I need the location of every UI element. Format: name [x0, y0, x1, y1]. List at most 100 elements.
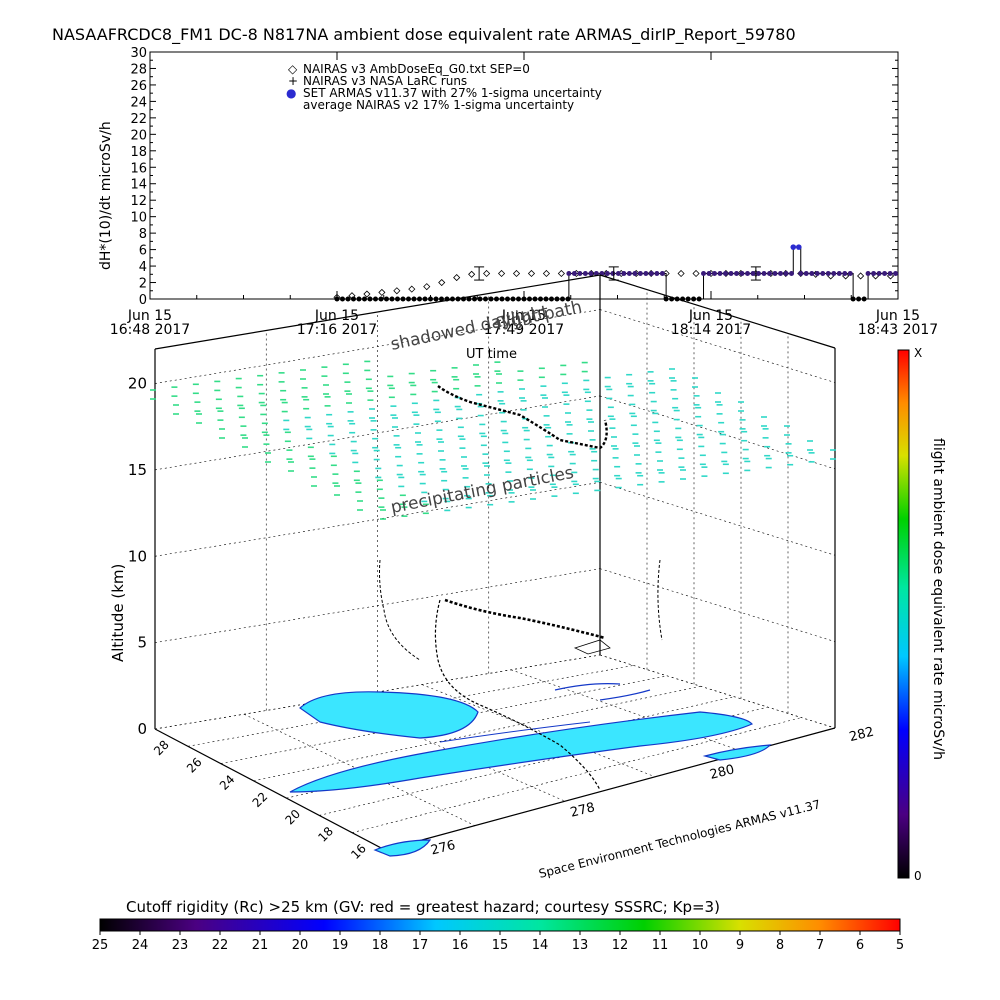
armas-point: [604, 270, 610, 276]
armas-point: [865, 270, 871, 276]
floor-grid-line: [599, 654, 836, 729]
z-axis-label: Altitude (km): [109, 564, 127, 662]
wall-altitude-line: [599, 568, 836, 642]
armas-point: [861, 296, 867, 302]
rigidity-tick-label: 15: [492, 938, 509, 953]
armas-point: [483, 296, 488, 302]
armas-point: [691, 296, 697, 302]
nairas-point: [857, 272, 865, 280]
legend: ◇ NAIRAS v3 AmbDoseEq_G0.txt SEP=0 + NAI…: [286, 62, 602, 112]
y-tick-label: 26: [130, 79, 147, 94]
x-tick-label: Jun 15: [314, 308, 359, 324]
y-tick-label: 16: [130, 161, 147, 176]
rigidity-tick-label: 5: [896, 938, 904, 953]
floor-grid-line: [253, 685, 701, 782]
nairas-point: [453, 274, 461, 282]
armas-point: [389, 296, 395, 302]
y-tick-label: 20: [130, 128, 147, 143]
armas-point: [790, 244, 797, 250]
flight-path-segment: [379, 559, 421, 661]
armas-point: [882, 270, 888, 276]
armas-point: [433, 296, 439, 302]
wall-altitude-line: [154, 568, 601, 643]
y-tick-label: 18: [130, 145, 147, 160]
armas-point: [494, 296, 499, 302]
lat-tick-label: 24: [217, 772, 238, 793]
rigidity-tick-label: 18: [372, 938, 389, 953]
armas-point: [701, 270, 707, 276]
rigidity-tick-label: 23: [172, 938, 189, 953]
armas-point: [798, 270, 804, 276]
x-tick-label: 17:49 2017: [484, 322, 564, 338]
wall-altitude-line: [599, 395, 836, 470]
armas-point: [549, 296, 554, 302]
armas-point: [488, 296, 494, 302]
floor-grid-line: [510, 669, 746, 753]
lon-tick-label: 278: [569, 800, 597, 821]
armas-point: [637, 270, 643, 276]
z-tick-label: 5: [137, 634, 147, 652]
floor-grid-line: [421, 684, 656, 778]
nairas-point: [378, 288, 386, 296]
armas-point: [847, 270, 853, 276]
armas-point: [842, 270, 848, 276]
lat-tick-label: 22: [250, 789, 271, 810]
armas-point: [406, 296, 411, 302]
wall-altitude-line: [154, 481, 601, 557]
rigidity-gradient: [99, 918, 901, 932]
rigidity-tick-label: 14: [532, 938, 549, 953]
armas-point: [472, 296, 477, 302]
armas-point: [876, 270, 882, 276]
armas-point: [527, 296, 532, 302]
lat-tick-label: 16: [348, 841, 369, 862]
armas-point: [560, 296, 565, 302]
z-tick-label: 15: [128, 461, 147, 479]
armas-point: [648, 270, 654, 276]
rigidity-colorbar: Cutoff rigidity (Rc) >25 km (GV: red = g…: [92, 898, 904, 953]
armas-point: [334, 296, 340, 302]
nairas-point: [468, 270, 476, 278]
armas-point: [362, 296, 367, 302]
armas-point: [351, 296, 356, 302]
y-tick-label: 0: [139, 293, 147, 308]
armas-point: [856, 296, 862, 302]
contour-line: [554, 683, 651, 701]
armas-point: [778, 270, 784, 276]
dose-colorbar: X 0 flight ambient dose equivalent rate …: [897, 346, 946, 883]
armas-point: [417, 296, 422, 302]
wall-altitude-line: [599, 481, 836, 556]
armas-point: [345, 296, 351, 302]
z-tick-label: 10: [128, 547, 147, 565]
wall-altitude-line: [599, 309, 836, 383]
y-tick-label: 14: [130, 178, 147, 193]
x-tick-label: 17:16 2017: [297, 322, 377, 338]
lat-tick-label: 28: [151, 738, 172, 759]
rigidity-tick-label: 21: [252, 938, 269, 953]
rigidity-tick-label: 11: [652, 938, 669, 953]
rigidity-tick-label: 17: [412, 938, 429, 953]
nairas-point: [438, 278, 446, 287]
armas-point: [893, 270, 899, 276]
y-tick-label: 4: [139, 260, 147, 275]
y-tick-label: 22: [130, 112, 147, 127]
nairas-point: [512, 269, 521, 278]
nairas-point: [677, 269, 685, 278]
nairas-point: [363, 290, 371, 298]
rigidity-tick-label: 12: [612, 938, 629, 953]
armas-point: [820, 270, 826, 276]
armas-point: [356, 296, 362, 302]
armas-point: [745, 270, 751, 276]
armas-point: [593, 270, 599, 276]
armas-point: [422, 296, 428, 302]
nairas-point: [542, 269, 551, 278]
colorbar-gradient: [897, 349, 910, 879]
flight-path-segment: [437, 385, 608, 450]
armas-point: [643, 270, 649, 276]
armas-point: [717, 270, 723, 276]
particle-marks: [150, 360, 836, 520]
armas-point: [772, 270, 778, 276]
floor-grid-line: [352, 717, 802, 834]
